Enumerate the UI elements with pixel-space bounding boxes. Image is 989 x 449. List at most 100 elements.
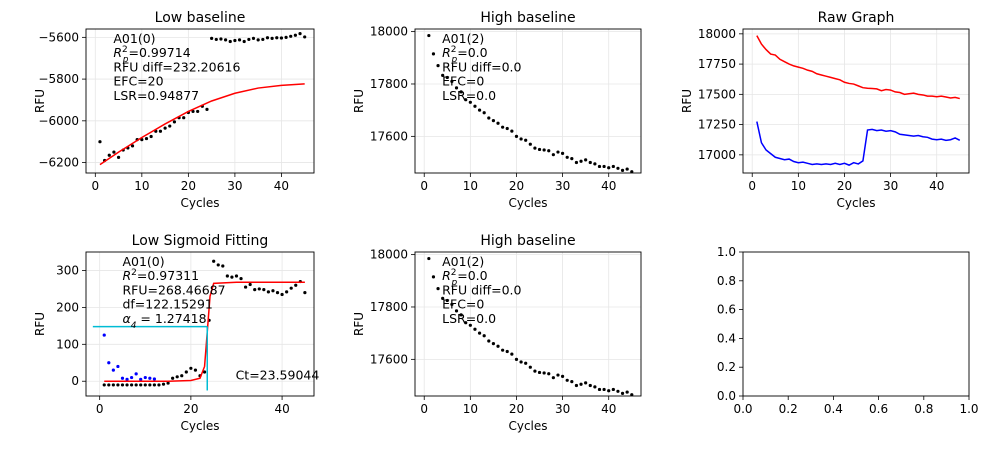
data-point <box>570 157 574 161</box>
subplot-5: 0 10 20 30 40 17600 17800 18000 High baseline Cyc… <box>352 233 642 433</box>
data-point <box>219 37 223 41</box>
data-point <box>266 290 270 294</box>
y-tick-label: 1.0 <box>717 245 736 259</box>
data-point <box>593 385 597 389</box>
x-tick-label: 0.4 <box>824 402 843 416</box>
x-tick-label: 10 <box>463 179 478 193</box>
data-point <box>303 35 307 39</box>
data-point <box>574 383 579 388</box>
data-point <box>271 289 275 293</box>
data-point <box>134 372 138 376</box>
x-tick-label: 0.6 <box>869 402 888 416</box>
data-point <box>477 108 482 112</box>
data-point <box>303 291 307 295</box>
x-tick-label: 0 <box>748 179 756 193</box>
data-point <box>445 298 449 303</box>
x-tick-label: 20 <box>509 402 524 416</box>
y-tick-label: 17800 <box>370 300 408 314</box>
data-point <box>611 387 615 392</box>
data-point <box>223 38 228 42</box>
data-point <box>482 334 486 338</box>
data-point <box>120 376 125 380</box>
data-point <box>294 283 298 287</box>
data-point <box>148 383 152 387</box>
data-point <box>574 160 579 165</box>
data-point <box>450 302 454 306</box>
annotation-line: LSR=0.0 <box>442 311 496 326</box>
axes-frame <box>414 28 642 174</box>
annotation-line: RFU diff=0.0 <box>442 59 521 74</box>
data-point <box>501 125 505 129</box>
x-tick-label: 0 <box>420 179 428 193</box>
y-tick-label: 100 <box>56 337 79 351</box>
data-point <box>556 373 560 377</box>
y-tick-label: −5600 <box>38 30 79 44</box>
data-point <box>205 107 209 111</box>
x-tick-label: 40 <box>929 179 944 193</box>
x-tick-label: 0.2 <box>779 402 798 416</box>
data-point <box>491 119 496 123</box>
data-point <box>501 348 505 352</box>
y-tick-label: 17600 <box>370 129 408 143</box>
data-point <box>560 151 565 155</box>
data-point <box>144 136 149 141</box>
chart-title: Low baseline <box>155 10 246 26</box>
data-point <box>242 39 246 44</box>
data-point <box>257 287 261 291</box>
data-point <box>473 327 477 331</box>
data-point <box>431 52 436 56</box>
data-point <box>189 366 193 370</box>
x-tick-label: 20 <box>183 402 198 416</box>
data-point <box>116 364 120 369</box>
subplot-1: 0 10 20 30 40 −6200 −6000 −5800 −5600 Low baselin… <box>33 10 315 210</box>
data-point <box>565 155 569 159</box>
data-point <box>152 377 156 381</box>
data-point <box>251 36 256 40</box>
data-point <box>234 274 239 278</box>
data-point <box>579 382 583 386</box>
y-tick-label: 0 <box>71 374 79 388</box>
y-tick-label: 17750 <box>698 57 736 71</box>
annotation-line: R2 p=0.0 <box>442 45 488 65</box>
data-point <box>139 377 143 381</box>
annotation-line: A01(2) <box>442 31 484 46</box>
y-tick-label: 17600 <box>370 352 408 366</box>
data-point <box>524 361 528 365</box>
data-point <box>130 144 135 148</box>
annotation-line: A01(2) <box>442 254 484 269</box>
data-point <box>588 160 592 165</box>
data-point <box>459 90 463 94</box>
plot-area <box>427 33 634 173</box>
data-point <box>505 126 509 131</box>
y-tick-label: 300 <box>56 263 79 277</box>
data-point <box>284 35 288 39</box>
x-tick-label: 40 <box>274 179 289 193</box>
data-point <box>528 365 532 369</box>
y-axis-label: RFU <box>33 312 47 336</box>
subplot-3: 0 10 20 30 40 17000 17250 17500 17750 18000 Raw Gr… <box>680 10 970 210</box>
data-point <box>533 369 537 373</box>
data-point <box>441 73 445 77</box>
data-point <box>570 380 574 384</box>
data-point <box>468 100 472 104</box>
y-tick-label: 0.2 <box>717 360 736 374</box>
annotation-line: R2 p=0.0 <box>442 268 488 288</box>
y-tick-label: −5800 <box>38 72 79 86</box>
axes-frame <box>85 251 315 397</box>
annotation-line: LSR=0.94877 <box>113 88 199 103</box>
data-point <box>270 36 274 40</box>
annotation-line: A01(0) <box>122 254 164 269</box>
data-point <box>225 274 229 278</box>
x-axis-label: Cycles <box>180 196 219 210</box>
data-point <box>262 288 266 292</box>
data-point <box>625 167 629 171</box>
data-point <box>265 36 270 40</box>
annotation-line: α4 = 1.27418 <box>122 311 206 331</box>
data-point <box>450 79 454 83</box>
data-point <box>134 383 138 387</box>
data-point <box>445 75 449 80</box>
x-tick-label: 40 <box>601 402 616 416</box>
series-line <box>756 35 960 100</box>
plot-area <box>98 31 307 166</box>
